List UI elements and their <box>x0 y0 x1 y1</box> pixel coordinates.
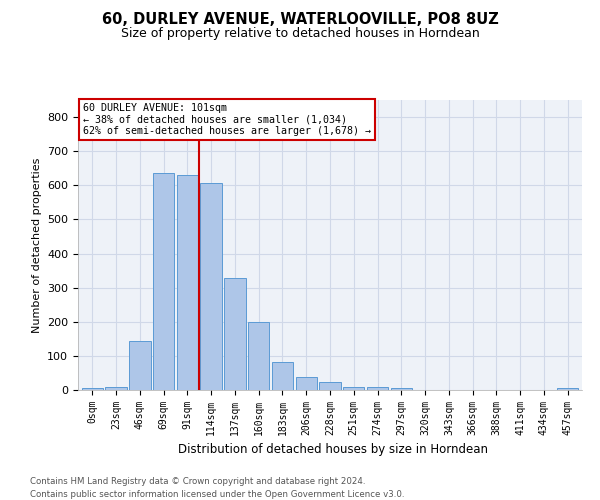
Bar <box>176 175 198 390</box>
Bar <box>557 388 578 390</box>
Bar <box>391 388 412 390</box>
Text: Contains HM Land Registry data © Crown copyright and database right 2024.: Contains HM Land Registry data © Crown c… <box>30 478 365 486</box>
Bar <box>153 174 174 390</box>
Bar <box>200 182 222 390</box>
Bar <box>367 386 388 390</box>
Text: Size of property relative to detached houses in Horndean: Size of property relative to detached ho… <box>121 28 479 40</box>
Bar <box>319 382 341 390</box>
Bar <box>106 386 127 390</box>
Bar <box>82 388 103 390</box>
Text: Contains public sector information licensed under the Open Government Licence v3: Contains public sector information licen… <box>30 490 404 499</box>
Text: 60, DURLEY AVENUE, WATERLOOVILLE, PO8 8UZ: 60, DURLEY AVENUE, WATERLOOVILLE, PO8 8U… <box>101 12 499 28</box>
Text: 60 DURLEY AVENUE: 101sqm
← 38% of detached houses are smaller (1,034)
62% of sem: 60 DURLEY AVENUE: 101sqm ← 38% of detach… <box>83 103 371 136</box>
Text: Distribution of detached houses by size in Horndean: Distribution of detached houses by size … <box>178 442 488 456</box>
Bar <box>296 377 317 390</box>
Y-axis label: Number of detached properties: Number of detached properties <box>32 158 41 332</box>
Bar <box>248 322 269 390</box>
Bar <box>272 362 293 390</box>
Bar <box>129 340 151 390</box>
Bar <box>343 386 364 390</box>
Bar <box>224 278 245 390</box>
